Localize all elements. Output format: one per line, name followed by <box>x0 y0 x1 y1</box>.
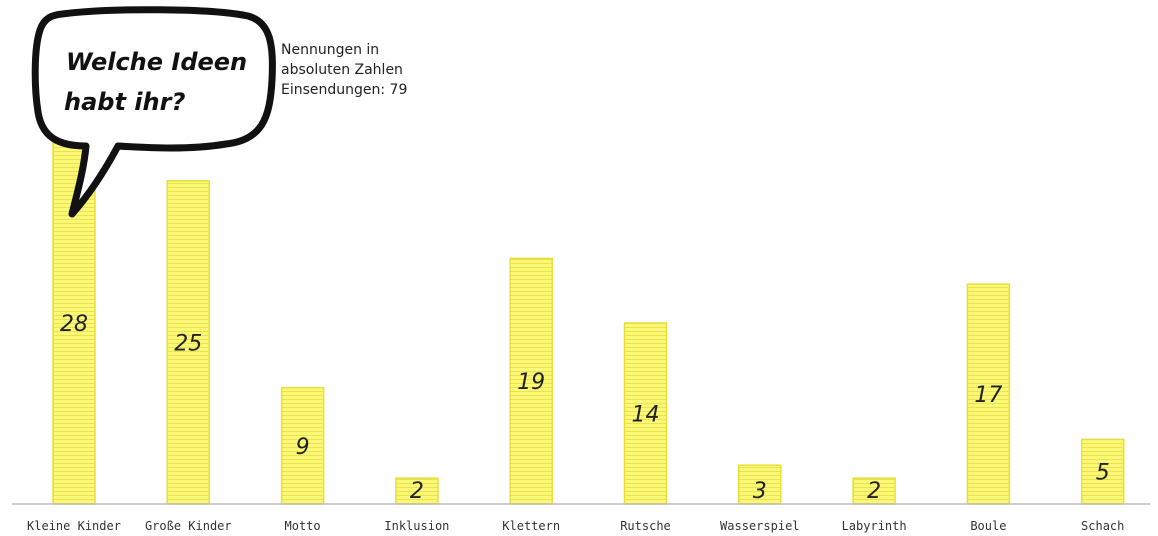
value-label-2: 9 <box>296 435 310 460</box>
note-line-3: Einsendungen: 79 <box>281 82 408 98</box>
category-label-3: Inklusion <box>384 519 449 533</box>
value-label-7: 2 <box>867 479 881 504</box>
bubble-line-2: habt ihr? <box>64 88 185 116</box>
category-label-7: Labyrinth <box>842 519 907 533</box>
value-label-6: 3 <box>753 479 767 504</box>
value-label-4: 19 <box>517 370 545 395</box>
value-labels-group: 28 25 9 2 19 14 3 2 17 5 <box>60 312 1110 504</box>
category-label-8: Boule <box>970 519 1006 533</box>
chart-note: Nennungen in absoluten Zahlen Einsendung… <box>281 40 407 100</box>
value-label-3: 2 <box>410 479 424 504</box>
note-line-1: Nennungen in <box>281 42 380 58</box>
category-label-9: Schach <box>1081 519 1124 533</box>
value-label-9: 5 <box>1096 461 1110 486</box>
speech-bubble-shape <box>31 6 276 218</box>
bubble-line-1: Welche Ideen <box>66 48 247 76</box>
bar-3 <box>395 477 439 505</box>
bar-9 <box>1080 438 1125 505</box>
bars-group <box>52 141 1125 505</box>
category-label-0: Kleine Kinder <box>27 519 121 533</box>
category-labels-group: Kleine Kinder Große Kinder Motto Inklusion K… <box>27 519 1124 533</box>
value-label-0: 28 <box>60 312 88 337</box>
category-label-5: Rutsche <box>620 519 671 533</box>
speech-bubble: Welche Ideen habt ihr? <box>31 6 276 218</box>
note-line-2: absoluten Zahlen <box>281 62 403 78</box>
bar-5 <box>623 322 668 505</box>
bar-7 <box>852 477 896 505</box>
category-label-2: Motto <box>285 519 321 533</box>
value-label-1: 25 <box>174 331 202 356</box>
value-label-8: 17 <box>974 383 1002 408</box>
category-label-6: Wasserspiel <box>720 519 799 533</box>
category-label-4: Klettern <box>502 519 560 533</box>
value-label-5: 14 <box>632 403 660 428</box>
category-label-1: Große Kinder <box>145 519 232 533</box>
bar-1 <box>166 180 211 505</box>
